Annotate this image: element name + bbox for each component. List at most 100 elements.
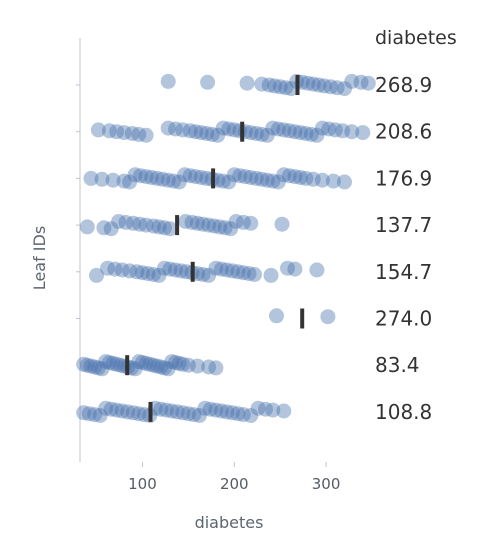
data-point xyxy=(90,360,106,376)
data-point xyxy=(129,264,145,280)
data-point xyxy=(164,403,180,419)
data-point xyxy=(131,406,147,422)
data-point xyxy=(259,127,275,143)
data-point xyxy=(89,267,104,283)
data-point xyxy=(158,402,174,418)
data-point xyxy=(270,174,286,190)
data-point xyxy=(248,126,264,141)
data-point xyxy=(87,407,103,423)
data-point xyxy=(221,174,237,190)
data-point xyxy=(281,168,297,184)
data-point xyxy=(243,215,259,231)
data-point xyxy=(98,354,114,370)
data-point xyxy=(314,172,330,188)
data-point xyxy=(305,171,321,187)
data-point xyxy=(344,73,360,89)
data-point xyxy=(94,361,110,377)
data-point xyxy=(335,123,351,139)
data-point xyxy=(114,403,130,419)
data-point xyxy=(287,124,303,140)
data-point xyxy=(103,401,119,417)
data-point xyxy=(329,80,345,96)
data-point xyxy=(250,400,266,416)
data-point xyxy=(81,406,97,422)
data-point xyxy=(355,125,371,141)
data-point xyxy=(298,126,314,141)
data-point xyxy=(230,264,246,280)
data-point xyxy=(201,217,217,233)
data-point xyxy=(323,79,339,95)
data-point xyxy=(96,220,112,236)
data-point xyxy=(305,76,321,92)
data-point xyxy=(327,122,343,138)
data-point xyxy=(168,121,183,137)
data-point xyxy=(105,355,121,371)
data-point xyxy=(178,214,194,229)
data-point xyxy=(168,262,183,278)
mean-label: 208.6 xyxy=(375,120,432,144)
data-point xyxy=(325,173,341,189)
data-point xyxy=(109,356,125,372)
data-point xyxy=(146,267,161,282)
mean-label: 274.0 xyxy=(375,307,432,331)
data-point xyxy=(76,356,92,372)
data-point xyxy=(138,169,154,185)
data-point xyxy=(112,357,128,373)
data-point xyxy=(309,127,325,143)
data-point xyxy=(146,357,161,373)
data-point xyxy=(83,170,99,186)
mean-marker xyxy=(125,355,130,376)
data-point xyxy=(160,120,176,136)
data-point xyxy=(208,402,224,418)
data-point xyxy=(83,358,99,374)
data-point xyxy=(193,170,209,185)
data-point xyxy=(116,125,132,141)
data-point xyxy=(235,407,251,423)
data-point xyxy=(292,170,308,185)
data-point xyxy=(160,73,176,89)
data-point xyxy=(224,405,240,421)
data-point xyxy=(127,167,143,183)
data-point xyxy=(298,170,314,186)
data-point xyxy=(215,120,231,136)
data-point xyxy=(175,356,191,372)
data-point xyxy=(173,263,189,279)
data-point xyxy=(166,173,182,189)
data-point xyxy=(177,167,193,183)
data-point xyxy=(138,355,154,371)
data-point xyxy=(226,167,242,183)
x-tick-label: 100 xyxy=(128,475,157,493)
data-point xyxy=(144,170,160,185)
mean-label: 137.7 xyxy=(375,213,432,237)
data-point xyxy=(92,408,108,423)
data-point xyxy=(200,74,216,90)
data-point xyxy=(94,171,110,187)
data-point xyxy=(219,262,235,278)
x-tick-label: 300 xyxy=(312,475,341,493)
data-point xyxy=(314,120,330,136)
data-point xyxy=(151,219,167,235)
mean-label: 108.8 xyxy=(375,400,432,424)
data-point xyxy=(337,174,352,190)
data-point xyxy=(243,170,259,185)
mean-column-header: diabetes xyxy=(375,27,457,49)
data-point xyxy=(184,214,200,230)
data-point xyxy=(160,172,176,188)
data-point xyxy=(153,359,169,375)
data-point xyxy=(217,220,233,236)
data-point xyxy=(274,216,290,232)
data-point xyxy=(125,215,141,231)
data-point xyxy=(263,267,279,283)
data-point xyxy=(180,357,196,373)
data-point xyxy=(111,214,127,229)
data-point xyxy=(353,74,369,90)
data-point xyxy=(235,214,251,230)
data-point xyxy=(195,267,211,282)
data-point xyxy=(76,405,92,421)
data-point xyxy=(193,125,209,141)
data-point xyxy=(276,167,292,183)
data-point xyxy=(259,172,275,188)
data-point xyxy=(265,402,281,418)
mean-label: 176.9 xyxy=(375,166,432,190)
data-point xyxy=(140,266,156,282)
